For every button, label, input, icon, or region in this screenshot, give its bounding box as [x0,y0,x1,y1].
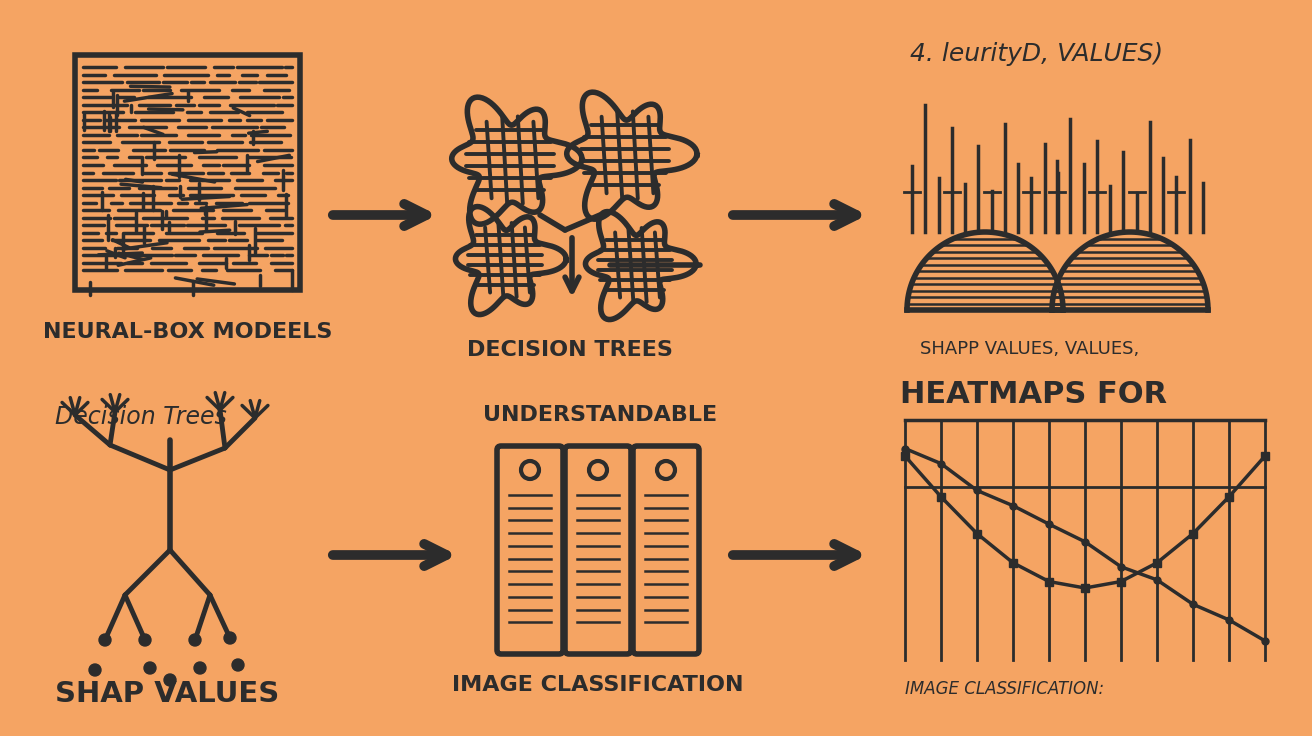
Text: SHAP VALUES: SHAP VALUES [55,680,279,708]
Text: Decision Trees: Decision Trees [55,405,227,429]
Bar [75,55,300,290]
Text: UNDERSTANDABLE: UNDERSTANDABLE [483,405,718,425]
Text: HEATMAPS FOR: HEATMAPS FOR [900,380,1168,409]
Circle shape [139,634,151,646]
Text: SHAPP VALUES, VALUES,: SHAPP VALUES, VALUES, [920,340,1139,358]
Circle shape [164,674,176,686]
Text: DECISION TREES: DECISION TREES [467,340,673,360]
Circle shape [89,664,101,676]
Circle shape [194,662,206,674]
Text: IMAGE CLASSIFICATION: IMAGE CLASSIFICATION [453,675,744,695]
Circle shape [98,634,112,646]
Text: IMAGE CLASSIFICATION:: IMAGE CLASSIFICATION: [905,680,1105,698]
Circle shape [189,634,201,646]
Circle shape [232,659,244,671]
Text: NEURAL-BOX MODEELS: NEURAL-BOX MODEELS [43,322,332,342]
Circle shape [144,662,156,674]
Text: 4. leurityD, VALUES): 4. leurityD, VALUES) [911,42,1164,66]
Circle shape [224,632,236,644]
